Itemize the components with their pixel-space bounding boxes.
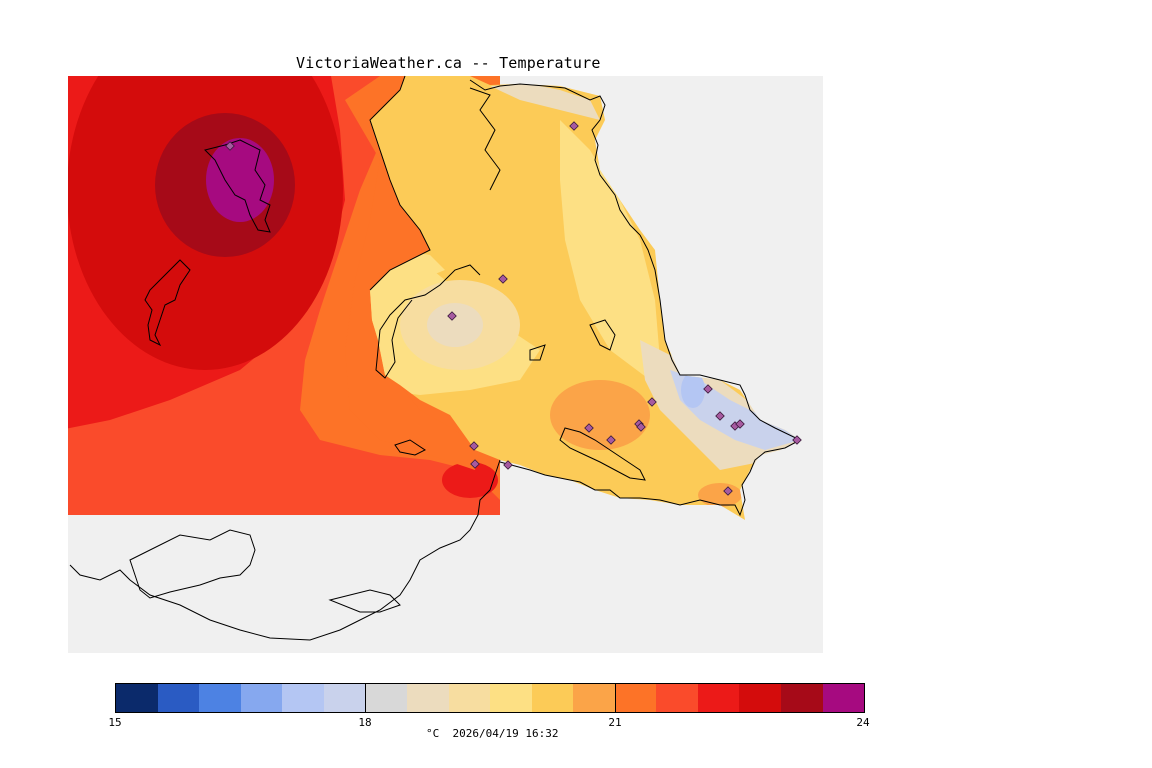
station-marker[interactable]: [735, 419, 745, 429]
station-marker[interactable]: [647, 397, 657, 407]
station-marker[interactable]: [503, 460, 513, 470]
colorbar-segment: [199, 684, 241, 712]
station-marker[interactable]: [606, 435, 616, 445]
colorbar-segment: [697, 684, 740, 712]
station-marker[interactable]: [715, 411, 725, 421]
colorbar-segment: [240, 684, 283, 712]
colorbar-segment: [448, 684, 491, 712]
colorbar-tick-label: 18: [358, 716, 372, 729]
colorbar-segment: [282, 684, 324, 712]
colorbar-divider: [365, 684, 367, 712]
station-marker[interactable]: [636, 422, 646, 432]
colorbar-tick-label: 15: [108, 716, 122, 729]
colorbar-segment: [781, 684, 823, 712]
colorbar-segment: [822, 684, 865, 712]
temperature-colorbar: [115, 683, 865, 713]
colorbar-segment: [490, 684, 532, 712]
colorbar-segment: [531, 684, 574, 712]
colorbar-segment: [573, 684, 615, 712]
station-marker[interactable]: [792, 435, 802, 445]
station-marker[interactable]: [723, 486, 733, 496]
colorbar-tick-label: 24: [856, 716, 870, 729]
colorbar-segment: [656, 684, 698, 712]
station-marker[interactable]: [498, 274, 508, 284]
station-marker[interactable]: [469, 441, 479, 451]
colorbar-segment: [157, 684, 200, 712]
colorbar-tick-label: 21: [608, 716, 622, 729]
colorbar-segment: [739, 684, 781, 712]
station-marker[interactable]: [225, 141, 235, 151]
station-marker[interactable]: [703, 384, 713, 394]
colorbar-segment: [406, 684, 449, 712]
colorbar-divider: [614, 684, 616, 712]
colorbar-caption: °C 2026/04/19 16:32: [426, 727, 559, 740]
station-marker[interactable]: [584, 423, 594, 433]
station-marker[interactable]: [569, 121, 579, 131]
map-title: VictoriaWeather.ca -- Temperature: [296, 54, 601, 72]
station-marker[interactable]: [447, 311, 457, 321]
station-marker[interactable]: [470, 459, 480, 469]
weather-stations: [225, 121, 802, 496]
colorbar-segment: [614, 684, 657, 712]
colorbar-segment: [116, 684, 158, 712]
colorbar-segment: [365, 684, 407, 712]
colorbar-segment: [323, 684, 366, 712]
coastlines: [69, 75, 802, 641]
